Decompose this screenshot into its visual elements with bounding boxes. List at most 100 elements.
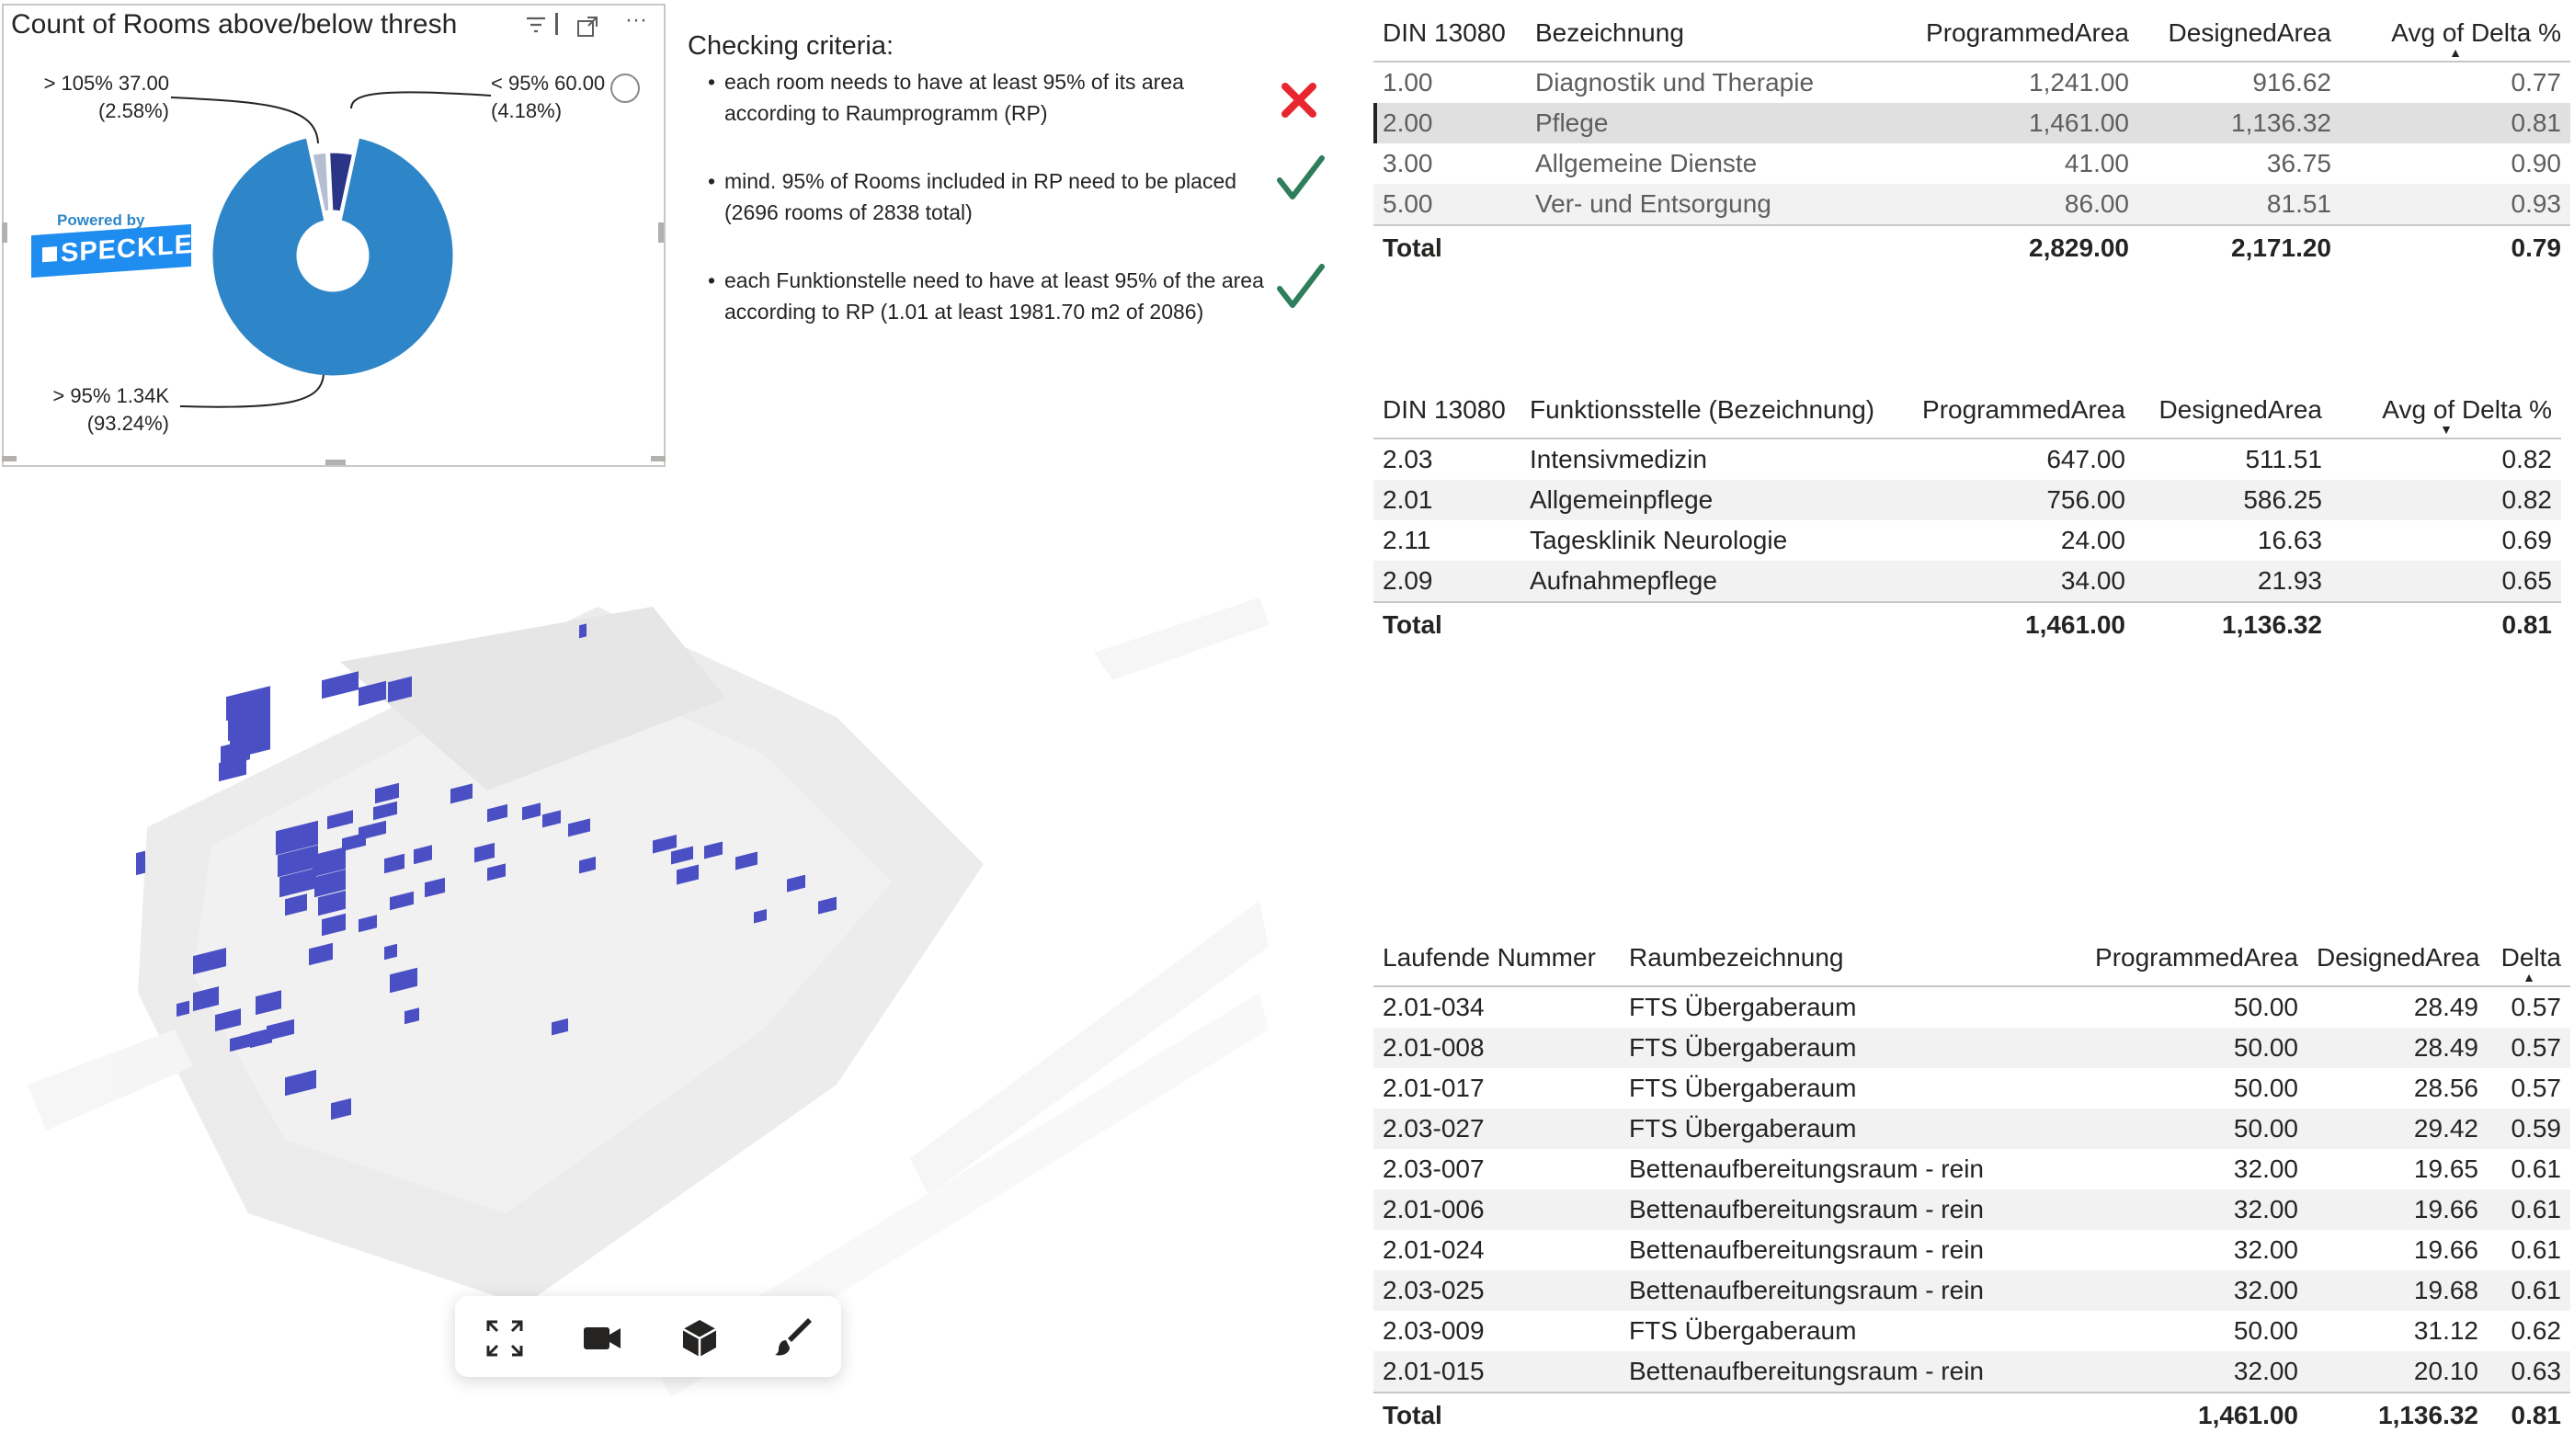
column-header[interactable]: DesignedArea [2307,930,2488,987]
table-row[interactable]: 2.03-027 FTS Übergaberaum 50.00 29.42 0.59 [1373,1109,2570,1149]
table-row[interactable]: 2.11 Tagesklinik Neurologie 24.00 16.63 0.69 [1373,520,2561,561]
fullscreen-icon[interactable] [483,1316,527,1360]
room-block[interactable] [450,783,473,804]
table-row[interactable]: 3.00 Allgemeine Dienste 41.00 36.75 0.90 [1373,143,2570,184]
resize-handle[interactable] [2,222,7,243]
resize-handle[interactable] [651,456,666,461]
room-block[interactable] [318,890,346,916]
column-header[interactable]: ProgrammedArea [1899,382,2135,439]
resize-handle[interactable] [658,222,664,243]
room-block[interactable] [390,891,414,911]
room-block[interactable] [677,864,699,885]
room-block[interactable] [327,810,353,830]
room-block[interactable] [313,847,346,878]
column-header[interactable]: Raumbezeichnung [1620,930,2030,987]
donut-slice[interactable] [210,135,456,379]
room-block[interactable] [322,913,346,937]
room-block[interactable] [193,948,226,975]
column-header[interactable]: Delta ▲ [2488,930,2570,987]
table-row[interactable]: 2.01-006 Bettenaufbereitungsraum - rein 32… [1373,1189,2570,1230]
funktionsstelle-table[interactable]: DIN 13080 Funktionsstelle (Bezeichnung) … [1373,382,2561,647]
room-block[interactable] [787,874,805,893]
room-block[interactable] [267,1018,294,1041]
donut-slice[interactable] [327,150,356,214]
room-block[interactable] [256,990,281,1016]
table-row[interactable]: 5.00 Ver- und Entsorgung 86.00 81.51 0.93 [1373,184,2570,225]
table-row[interactable]: 2.03-009 FTS Übergaberaum 50.00 31.12 0.62 [1373,1311,2570,1351]
room-block[interactable] [384,853,404,874]
room-block[interactable] [215,1008,241,1032]
column-header[interactable]: DesignedArea [2135,382,2331,439]
table-row[interactable]: 2.03 Intensivmedizin 647.00 511.51 0.82 [1373,438,2561,480]
room-block[interactable] [414,845,432,865]
room-block[interactable] [331,1098,351,1120]
room-block[interactable] [568,818,590,837]
column-header[interactable]: ProgrammedArea [1903,6,2138,63]
room-block[interactable] [359,820,386,841]
column-header[interactable]: DesignedArea [2138,6,2341,63]
room-block[interactable] [375,782,399,804]
room-block[interactable] [474,842,495,863]
filter-icon[interactable] [524,13,548,43]
room-block[interactable] [522,802,541,821]
room-block[interactable] [404,1007,419,1025]
column-header[interactable]: Avg of Delta % ▼ [2331,382,2561,439]
room-block[interactable] [230,1033,250,1052]
camera-icon[interactable] [580,1316,624,1360]
rooms-table[interactable]: Laufende Nummer Raumbezeichnung Programm… [1373,930,2570,1438]
resize-handle[interactable] [325,460,346,465]
room-block[interactable] [818,896,837,915]
room-block[interactable] [542,810,561,828]
room-block[interactable] [579,856,596,874]
table-row[interactable]: 2.01-015 Bettenaufbereitungsraum - rein 32… [1373,1351,2570,1393]
room-block[interactable] [309,942,333,966]
column-header[interactable]: Laufende Nummer [1373,930,1620,987]
resize-handle[interactable] [2,456,17,461]
table-row[interactable]: 2.09 Aufnahmepflege 34.00 21.93 0.65 [1373,561,2561,602]
room-block[interactable] [136,850,145,876]
table-row[interactable]: 2.01-034 FTS Übergaberaum 50.00 28.49 0.57 [1373,986,2570,1028]
din-summary-table[interactable]: DIN 13080 Bezeichnung ProgrammedArea Des… [1373,6,2570,270]
focus-mode-icon[interactable] [575,15,599,45]
table-row[interactable]: 2.03-025 Bettenaufbereitungsraum - rein 32… [1373,1270,2570,1311]
cube-view-icon[interactable] [678,1316,722,1360]
table-row[interactable]: 2.01-017 FTS Übergaberaum 50.00 28.56 0.57 [1373,1068,2570,1109]
column-header[interactable]: DIN 13080 [1373,382,1520,439]
table-row[interactable]: 2.00 Pflege 1,461.00 1,136.32 0.81 [1373,103,2570,143]
room-block[interactable] [579,623,587,639]
room-block[interactable] [359,680,386,707]
room-block[interactable] [671,846,693,865]
room-block[interactable] [390,967,417,994]
column-header[interactable]: ProgrammedArea [2030,930,2307,987]
column-header[interactable]: Funktionsstelle (Bezeichnung) [1520,382,1899,439]
room-block[interactable] [704,841,723,859]
room-block[interactable] [487,803,507,823]
room-block[interactable] [314,869,346,898]
donut-slice[interactable] [310,150,332,214]
room-block[interactable] [373,801,397,821]
donut-chart-card[interactable]: Count of Rooms above/below thresh ··· Po… [2,4,666,467]
table-row[interactable]: 1.00 Diagnostik und Therapie 1,241.00 916.6… [1373,62,2570,103]
column-header[interactable]: DIN 13080 [1373,6,1526,63]
room-block[interactable] [285,893,307,916]
room-block[interactable] [276,820,318,856]
room-block[interactable] [219,756,246,782]
room-block[interactable] [487,863,506,882]
room-block[interactable] [425,877,445,898]
table-row[interactable]: 2.01-008 FTS Übergaberaum 50.00 28.49 0.57 [1373,1028,2570,1068]
column-header[interactable]: Bezeichnung [1526,6,1903,63]
room-block[interactable] [230,729,270,760]
room-block[interactable] [278,845,318,878]
room-block[interactable] [735,851,757,870]
room-block[interactable] [552,1018,568,1036]
room-block[interactable] [384,943,397,961]
room-block[interactable] [279,868,316,898]
table-row[interactable]: 2.01-024 Bettenaufbereitungsraum - rein 32… [1373,1230,2570,1270]
more-options-icon[interactable]: ··· [625,7,647,32]
room-block[interactable] [193,986,219,1012]
room-block[interactable] [177,1000,189,1018]
room-block[interactable] [359,915,377,933]
table-row[interactable]: 2.01 Allgemeinpflege 756.00 586.25 0.82 [1373,480,2561,520]
room-block[interactable] [653,834,677,854]
room-block[interactable] [285,1069,316,1097]
